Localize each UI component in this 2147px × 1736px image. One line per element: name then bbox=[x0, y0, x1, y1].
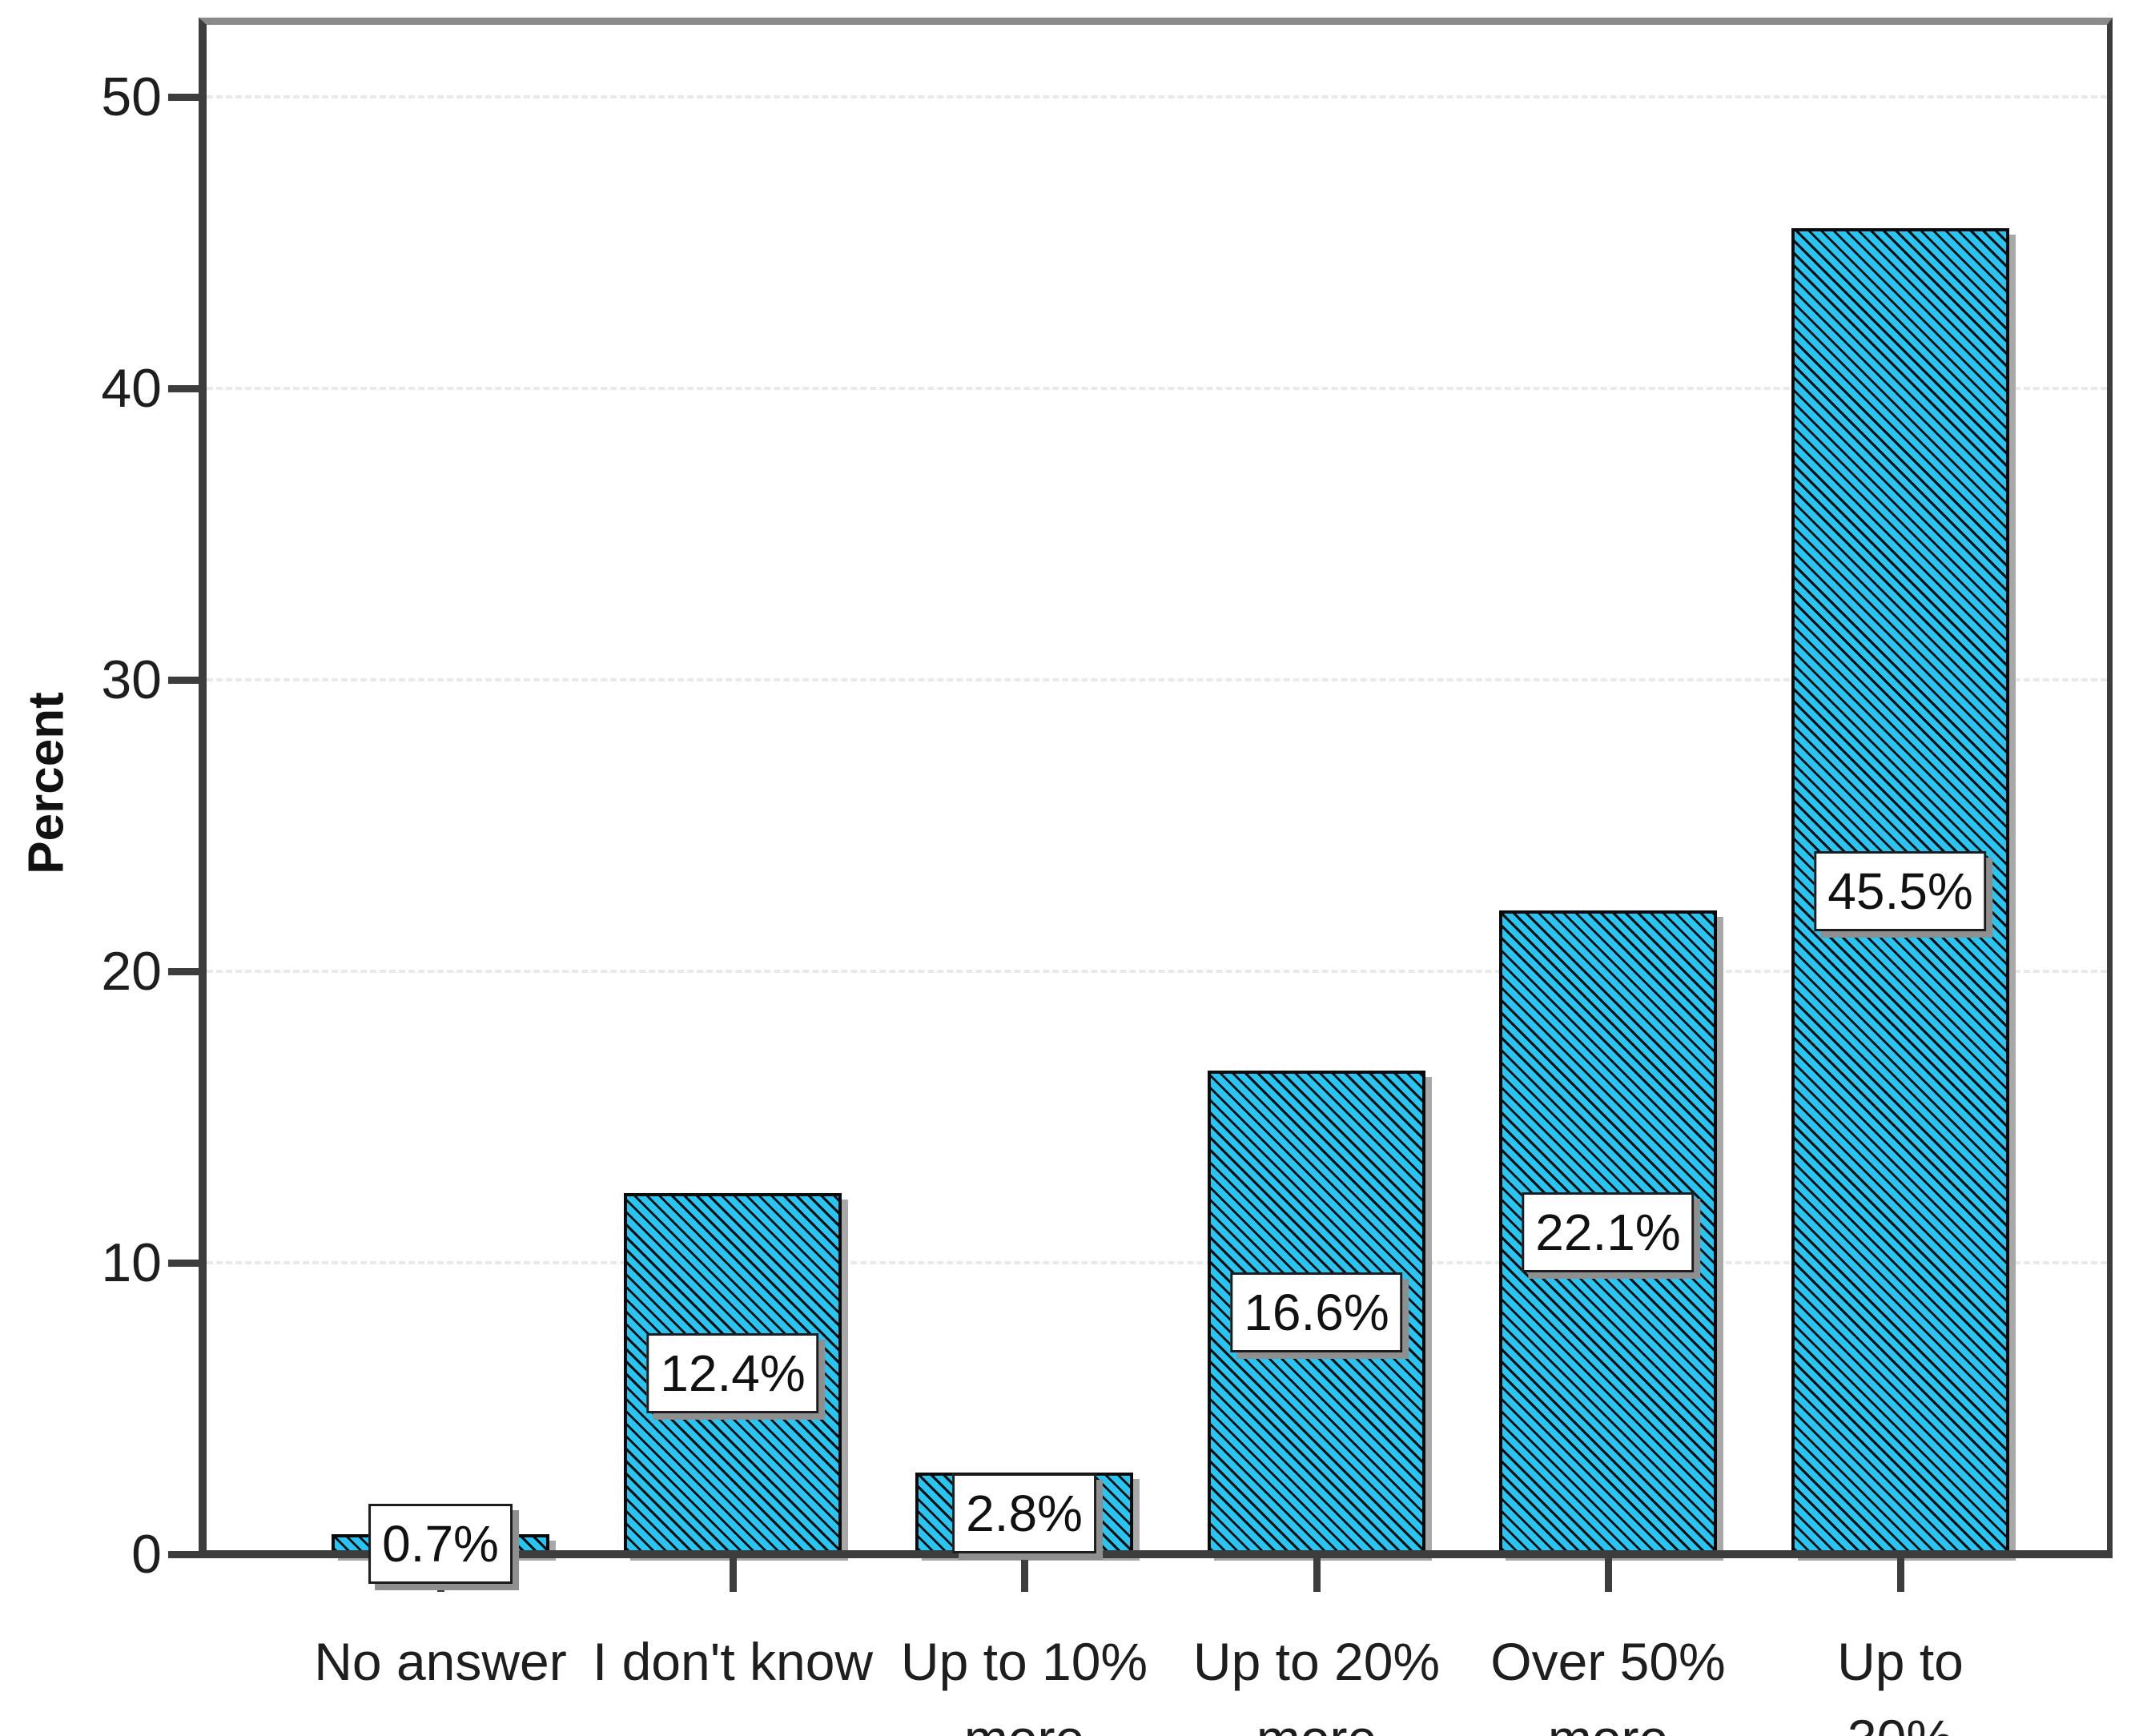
bar-value-label: 0.7% bbox=[368, 1504, 513, 1585]
x-tick-label: No answer bbox=[314, 1632, 567, 1691]
x-tick-label: I don't know bbox=[592, 1632, 874, 1691]
x-tick-mark bbox=[730, 1558, 737, 1592]
y-tick-label-20: 20 bbox=[101, 941, 162, 1002]
gridline-40 bbox=[207, 387, 2107, 390]
x-tick-label: Over 50% more bbox=[1490, 1632, 1726, 1736]
gridline-10 bbox=[207, 1261, 2107, 1264]
bar-value-label: 45.5% bbox=[1814, 850, 1987, 931]
y-tick-label-30: 30 bbox=[101, 649, 162, 710]
gridline-30 bbox=[207, 678, 2107, 681]
x-tick-label: Up to 10% more bbox=[900, 1632, 1148, 1736]
x-tick-mark bbox=[1605, 1558, 1612, 1592]
y-tick-mark-0 bbox=[168, 1551, 206, 1558]
y-tick-mark-40 bbox=[168, 385, 206, 392]
y-tick-label-0: 0 bbox=[131, 1524, 162, 1585]
y-tick-label-10: 10 bbox=[101, 1232, 162, 1293]
y-tick-mark-20 bbox=[168, 968, 206, 975]
y-tick-label-40: 40 bbox=[101, 358, 162, 419]
x-tick-mark bbox=[1897, 1558, 1904, 1592]
x-tick-label: Up to 20% more bbox=[1192, 1632, 1441, 1736]
y-tick-mark-10 bbox=[168, 1260, 206, 1267]
x-tick-mark bbox=[1021, 1558, 1028, 1592]
x-tick-label: Up to 30% more bbox=[1837, 1632, 1964, 1736]
gridline-20 bbox=[207, 970, 2107, 973]
x-tick-mark bbox=[1313, 1558, 1321, 1592]
bar-value-label: 16.6% bbox=[1230, 1272, 1403, 1352]
bar-value-label: 12.4% bbox=[646, 1333, 819, 1414]
y-tick-mark-30 bbox=[168, 677, 206, 684]
bar-value-label: 2.8% bbox=[952, 1473, 1096, 1554]
gridline-50 bbox=[207, 95, 2107, 98]
y-tick-mark-50 bbox=[168, 94, 206, 101]
y-tick-label-50: 50 bbox=[101, 66, 162, 127]
bar-value-label: 22.1% bbox=[1522, 1191, 1695, 1272]
